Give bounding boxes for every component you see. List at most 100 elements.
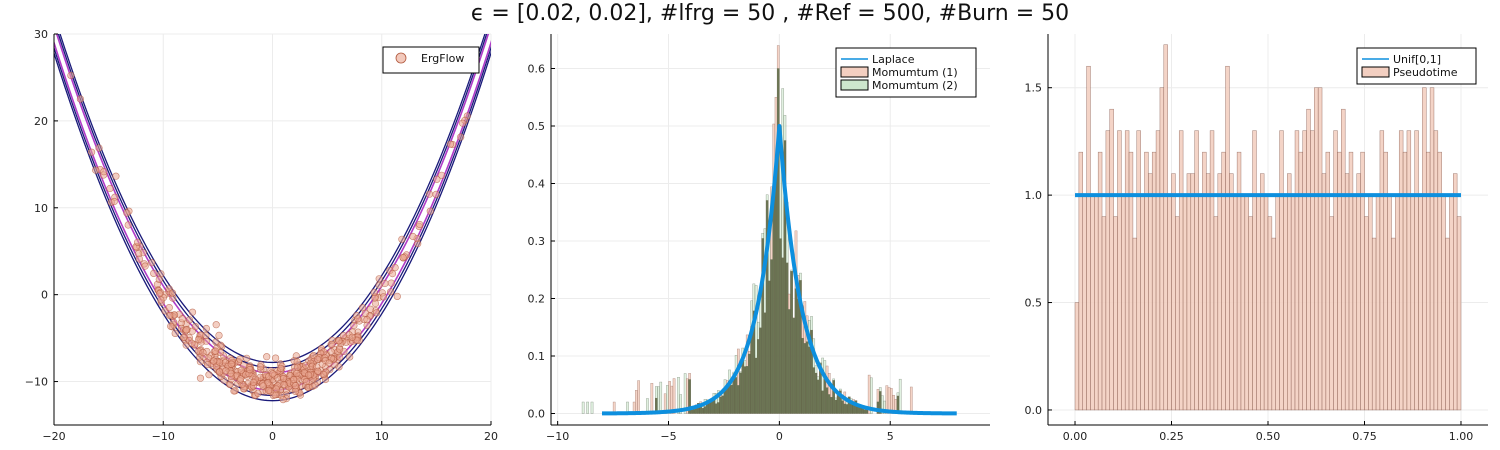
bar-pseudotime — [1198, 194, 1203, 411]
bar-overlap — [761, 238, 764, 414]
bar-pseudotime — [1441, 194, 1446, 411]
bar-pseudotime — [1379, 130, 1385, 411]
bar-pseudotime — [1429, 87, 1435, 411]
bar-pseudotime — [1086, 65, 1091, 411]
scatter-point — [148, 259, 156, 267]
laplace-curve — [601, 124, 958, 416]
scatter-point — [265, 386, 273, 395]
scatter-point — [354, 315, 362, 323]
bar-pseudotime — [1279, 130, 1284, 411]
bar-overlap — [792, 318, 795, 414]
bar-pseudotime — [1360, 151, 1365, 411]
scatter-point — [182, 326, 190, 334]
bar-overlap — [752, 310, 755, 414]
legend-label: Momumtum (1) — [872, 66, 958, 79]
bar-overlap — [712, 398, 716, 414]
bar-pseudotime — [1148, 173, 1153, 411]
bar-pseudotime — [1433, 130, 1439, 411]
bar-pseudotime — [1287, 173, 1292, 411]
bar-pseudotime — [1406, 130, 1412, 411]
bar-pseudotime — [1175, 216, 1180, 411]
bar-overlap — [688, 379, 691, 414]
scatter-point — [210, 357, 218, 365]
bar-overlap — [843, 403, 846, 414]
legend-label: Laplace — [872, 53, 915, 66]
scatter-point — [433, 175, 441, 183]
x-tick-label: 0 — [776, 430, 783, 443]
bar-overlap — [699, 404, 702, 414]
bar-momentum-2 — [659, 381, 663, 414]
scatter-point — [106, 184, 114, 193]
scatter-point — [168, 289, 177, 297]
bar-pseudotime — [1202, 151, 1207, 411]
bar-overlap — [768, 280, 771, 414]
bar-overlap — [723, 390, 727, 414]
scatter-point — [171, 329, 179, 338]
scatter-point — [393, 292, 401, 301]
scatter-point — [195, 336, 203, 344]
bar-overlap — [830, 397, 833, 414]
bar-overlap — [763, 312, 767, 414]
bar-pseudotime — [1341, 108, 1346, 411]
bar-pseudotime — [1352, 194, 1358, 411]
legend-label: ErgFlow — [421, 52, 464, 65]
scatter-point — [259, 382, 267, 390]
scatter-point — [277, 364, 285, 373]
scatter-point — [141, 262, 149, 270]
x-tick-label: 0.00 — [1063, 430, 1088, 443]
bar-overlap — [848, 397, 851, 414]
scatter-point — [134, 238, 142, 246]
x-tick-label: 20 — [484, 430, 498, 443]
bar-overlap — [832, 380, 835, 414]
bar-pseudotime — [1383, 151, 1388, 411]
scatter-point — [425, 190, 434, 198]
bar-overlap — [748, 354, 751, 414]
bar-overlap — [805, 341, 809, 414]
bar-pseudotime — [1445, 237, 1450, 411]
scatter-point — [246, 366, 254, 374]
scatter-point — [135, 250, 143, 258]
x-tick-label: −10 — [152, 430, 175, 443]
panel-momentum: −10 −5 0 50.00.10.20.30.40.50.6LaplaceMomum… — [528, 34, 990, 443]
bar-pseudotime — [1078, 151, 1083, 411]
bar-overlap — [854, 400, 857, 414]
bar-overlap — [861, 407, 864, 414]
bar-pseudotime — [1256, 194, 1261, 411]
bar-overlap — [839, 390, 842, 414]
bar-momentum-2 — [581, 401, 585, 414]
bar-pseudotime — [1240, 194, 1246, 411]
legend: ErgFlow — [382, 46, 480, 74]
bar-overlap — [879, 391, 882, 414]
bar-overlap — [821, 390, 824, 414]
y-tick-label: 0 — [41, 289, 48, 302]
legend-patch-swatch — [840, 66, 869, 78]
scatter-points — [67, 71, 471, 404]
scatter-point — [249, 378, 257, 387]
bar-pseudotime — [1136, 130, 1141, 411]
bar-momentum-2 — [666, 385, 669, 414]
bar-overlap — [719, 396, 722, 414]
bar-overlap — [850, 402, 853, 414]
bar-pseudotime — [1402, 151, 1408, 411]
bar-pseudotime — [1329, 216, 1334, 411]
bar-pseudotime — [1124, 130, 1130, 411]
y-tick-label: 0.6 — [528, 63, 546, 76]
scatter-point — [202, 331, 210, 340]
bar-momentum-1 — [635, 390, 638, 414]
bar-overlap — [779, 238, 782, 414]
bar-overlap — [735, 377, 738, 414]
bar-pseudotime — [1422, 87, 1427, 411]
bar-pseudotime — [1267, 216, 1273, 411]
y-tick-label: 0.4 — [528, 178, 546, 191]
bar-momentum-2 — [586, 401, 589, 414]
x-tick-label: 5 — [887, 430, 894, 443]
bar-pseudotime — [1221, 151, 1226, 411]
scatter-point — [432, 190, 440, 198]
legend-patch-swatch — [840, 79, 869, 91]
scatter-point — [459, 119, 467, 127]
scatter-point — [311, 381, 319, 389]
plot-area — [54, 34, 491, 404]
bar-pseudotime — [1151, 151, 1157, 411]
bar-momentum-2 — [590, 401, 594, 414]
